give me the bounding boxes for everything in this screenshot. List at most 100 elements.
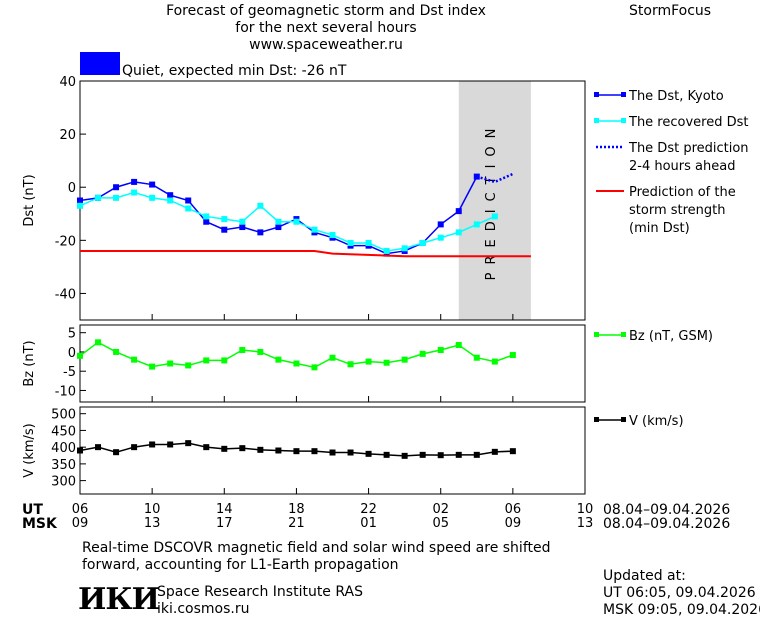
msk-axis-label: MSK bbox=[22, 516, 57, 532]
legend-label: 2-4 hours ahead bbox=[629, 159, 735, 174]
v-data-point bbox=[77, 447, 83, 454]
institute-site[interactable]: iki.cosmos.ru bbox=[157, 601, 250, 617]
bz-ylabel: Bz (nT) bbox=[22, 340, 37, 386]
dst-ylabel: Dst (nT) bbox=[22, 174, 37, 226]
dst-data-point bbox=[311, 226, 318, 233]
dst-data-point bbox=[113, 184, 120, 191]
v-data-point bbox=[185, 440, 192, 447]
chart-title-url[interactable]: www.spaceweather.ru bbox=[249, 37, 403, 53]
v-ytick-label: 450 bbox=[51, 424, 76, 439]
bz-ytick-label: 5 bbox=[68, 327, 76, 342]
dst-data-point bbox=[113, 194, 120, 201]
legend-marker bbox=[594, 118, 599, 123]
dst-series-line bbox=[79, 191, 496, 252]
legend-label: The recovered Dst bbox=[628, 115, 748, 130]
ut-tick-label: 18 bbox=[288, 502, 305, 517]
dst-series-line bbox=[80, 249, 531, 258]
v-data-point bbox=[401, 452, 408, 459]
dst-data-point bbox=[275, 218, 282, 225]
footnote-line2: forward, accounting for L1-Earth propaga… bbox=[82, 557, 399, 573]
msk-tick-label: 09 bbox=[72, 516, 89, 531]
dst-data-point bbox=[131, 189, 138, 196]
v-data-point bbox=[239, 445, 246, 452]
v-data-point bbox=[95, 444, 102, 451]
dst-data-point bbox=[149, 181, 156, 188]
chart-title-line2: for the next several hours bbox=[235, 20, 417, 36]
dst-data-point bbox=[455, 229, 462, 236]
brand-name: StormFocus bbox=[629, 3, 712, 19]
legend-marker bbox=[594, 332, 599, 337]
v-data-point bbox=[257, 446, 264, 453]
bz-data-point bbox=[257, 348, 264, 355]
dst-data-point bbox=[473, 173, 480, 180]
bz-data-point bbox=[95, 339, 102, 346]
v-ytick-label: 400 bbox=[51, 441, 76, 456]
dst-data-point bbox=[293, 218, 300, 225]
prediction-label: PREDICTION bbox=[484, 121, 499, 281]
msk-tick-label: 13 bbox=[577, 516, 594, 531]
dst-ytick-label: 20 bbox=[59, 128, 76, 143]
msk-tick-label: 13 bbox=[144, 516, 161, 531]
dst-data-point bbox=[275, 224, 282, 231]
dst-data-point bbox=[203, 218, 210, 225]
footnote-line1: Real-time DSCOVR magnetic field and sola… bbox=[82, 540, 551, 556]
legend-label: Bz (nT, GSM) bbox=[629, 329, 713, 344]
bz-data-point bbox=[437, 347, 444, 354]
ut-date-range: 08.04–09.04.2026 bbox=[603, 502, 731, 518]
msk-tick-label: 21 bbox=[288, 516, 305, 531]
dst-data-point bbox=[95, 194, 102, 201]
storm-status-swatch bbox=[80, 52, 120, 75]
bz-data-point bbox=[455, 342, 462, 349]
bz-data-point bbox=[149, 363, 156, 370]
v-ytick-label: 300 bbox=[51, 475, 76, 490]
dst-ytick-label: 40 bbox=[59, 75, 76, 90]
bz-data-point bbox=[185, 362, 192, 369]
dst-data-point bbox=[437, 221, 444, 228]
msk-tick-label: 01 bbox=[360, 516, 377, 531]
bz-data-point bbox=[113, 348, 120, 355]
msk-tick-label: 09 bbox=[505, 516, 522, 531]
ut-tick-label: 22 bbox=[360, 502, 377, 517]
institute-name: Space Research Institute RAS bbox=[157, 584, 363, 600]
bz-data-point bbox=[221, 357, 228, 364]
dst-data-point bbox=[347, 239, 354, 246]
bz-data-point bbox=[419, 350, 426, 357]
bz-data-point bbox=[347, 361, 354, 368]
dst-data-point bbox=[473, 221, 480, 228]
bz-data-point bbox=[293, 360, 300, 367]
updated-ut: UT 06:05, 09.04.2026 bbox=[603, 585, 756, 601]
v-ytick-label: 500 bbox=[51, 408, 76, 423]
bz-data-point bbox=[239, 347, 246, 354]
bz-data-point bbox=[275, 356, 282, 363]
ut-tick-label: 10 bbox=[577, 502, 594, 517]
dst-data-point bbox=[491, 213, 498, 220]
legend-label: (min Dst) bbox=[629, 221, 690, 236]
ut-tick-label: 14 bbox=[216, 502, 233, 517]
dst-data-point bbox=[437, 234, 444, 241]
msk-tick-label: 17 bbox=[216, 516, 233, 531]
v-data-point bbox=[275, 447, 282, 454]
bz-data-point bbox=[383, 359, 390, 366]
dst-data-point bbox=[149, 194, 156, 201]
v-data-point bbox=[383, 451, 390, 458]
legend-label: V (km/s) bbox=[629, 414, 684, 429]
dst-data-point bbox=[257, 229, 264, 236]
v-data-point bbox=[347, 449, 354, 456]
bz-data-point bbox=[491, 358, 498, 365]
v-data-point bbox=[113, 449, 120, 456]
legend-marker bbox=[621, 118, 626, 123]
prediction-region bbox=[458, 81, 531, 320]
bz-data-point bbox=[473, 354, 480, 361]
v-data-point bbox=[491, 448, 498, 455]
dst-data-point bbox=[401, 245, 408, 252]
dst-data-point bbox=[77, 197, 83, 204]
msk-tick-label: 05 bbox=[432, 516, 449, 531]
dst-data-point bbox=[203, 213, 210, 220]
bz-data-point bbox=[329, 354, 336, 361]
bz-ytick-label: -5 bbox=[63, 365, 76, 380]
bz-data-point bbox=[401, 356, 408, 363]
ut-tick-label: 06 bbox=[505, 502, 522, 517]
v-data-point bbox=[149, 441, 156, 448]
dst-data-point bbox=[365, 239, 372, 246]
dst-data-point bbox=[185, 197, 192, 204]
